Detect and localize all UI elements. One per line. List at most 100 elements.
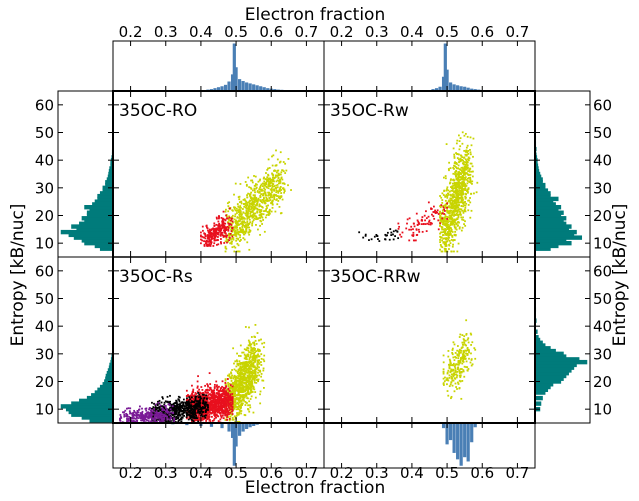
- data-point: [247, 371, 249, 373]
- data-point: [151, 407, 154, 410]
- data-point: [412, 222, 415, 225]
- data-point: [455, 212, 458, 215]
- data-point: [458, 194, 461, 196]
- data-point: [119, 415, 122, 418]
- data-point: [249, 376, 252, 379]
- data-point: [217, 403, 220, 405]
- data-point: [242, 211, 245, 214]
- data-point: [425, 230, 428, 233]
- data-point: [263, 230, 266, 233]
- histogram-bar: [238, 423, 242, 436]
- data-point: [445, 209, 448, 212]
- data-point: [443, 223, 445, 226]
- data-point: [230, 380, 233, 382]
- data-point: [189, 394, 192, 397]
- data-point: [247, 216, 249, 219]
- data-point: [213, 231, 216, 234]
- data-point: [245, 226, 248, 228]
- data-point: [375, 233, 378, 236]
- data-point: [238, 380, 241, 382]
- data-point: [220, 414, 222, 417]
- data-point: [445, 228, 447, 231]
- data-point: [182, 398, 185, 401]
- data-point: [456, 173, 459, 176]
- data-point: [450, 223, 453, 226]
- data-point: [254, 358, 257, 361]
- data-point: [453, 164, 455, 167]
- data-point: [233, 245, 236, 248]
- data-point: [263, 360, 266, 363]
- data-point: [452, 220, 455, 223]
- data-point: [208, 239, 211, 241]
- data-point: [201, 406, 204, 408]
- data-point: [220, 395, 223, 398]
- data-point: [440, 216, 443, 219]
- data-point: [239, 395, 242, 398]
- data-point: [450, 215, 453, 217]
- data-point: [287, 184, 289, 187]
- data-point: [175, 401, 178, 404]
- data-point: [453, 204, 456, 207]
- data-point: [185, 412, 188, 415]
- data-point: [448, 239, 451, 242]
- data-point: [217, 397, 220, 400]
- data-point: [223, 231, 226, 233]
- data-point: [209, 401, 212, 403]
- data-point: [244, 326, 247, 328]
- data-point: [248, 226, 251, 229]
- data-point: [469, 136, 472, 139]
- data-point: [446, 186, 449, 189]
- data-point: [175, 402, 178, 405]
- data-point: [222, 210, 225, 213]
- data-point: [240, 230, 243, 233]
- data-point: [224, 382, 227, 384]
- data-point: [245, 363, 248, 366]
- data-point: [451, 236, 454, 238]
- data-point: [231, 416, 234, 419]
- data-point: [187, 398, 189, 401]
- data-point: [251, 204, 254, 207]
- data-point: [198, 414, 201, 417]
- data-point: [250, 360, 253, 363]
- data-point: [197, 396, 200, 399]
- data-point: [439, 224, 441, 227]
- data-point: [221, 401, 224, 404]
- data-point: [182, 412, 185, 415]
- data-point: [450, 250, 453, 253]
- data-point: [174, 409, 177, 411]
- histogram-bar: [535, 185, 546, 191]
- data-point: [228, 224, 231, 226]
- data-point: [247, 408, 250, 411]
- data-point: [464, 204, 467, 207]
- data-point: [457, 242, 460, 245]
- data-point: [192, 413, 195, 416]
- data-point: [441, 221, 444, 224]
- data-point: [247, 355, 250, 358]
- data-point: [227, 411, 230, 414]
- data-point: [464, 187, 467, 190]
- data-point: [252, 361, 255, 364]
- data-point: [401, 231, 404, 234]
- data-point: [196, 402, 199, 405]
- data-point: [229, 232, 232, 235]
- data-point: [222, 405, 225, 408]
- data-point: [459, 160, 462, 163]
- data-point: [221, 408, 224, 411]
- histogram-bar: [109, 362, 113, 368]
- data-point: [275, 191, 278, 194]
- data-point: [444, 223, 447, 226]
- data-point: [240, 206, 242, 209]
- data-point: [207, 394, 209, 397]
- data-point: [230, 376, 233, 379]
- data-point: [214, 405, 217, 408]
- data-point: [166, 400, 169, 403]
- data-point: [445, 249, 447, 252]
- data-point: [446, 202, 448, 205]
- data-point: [442, 241, 445, 243]
- data-point: [241, 380, 244, 383]
- data-point: [156, 403, 159, 406]
- data-point: [240, 406, 243, 408]
- data-point: [200, 231, 202, 234]
- data-point: [268, 193, 270, 196]
- data-point: [249, 374, 251, 377]
